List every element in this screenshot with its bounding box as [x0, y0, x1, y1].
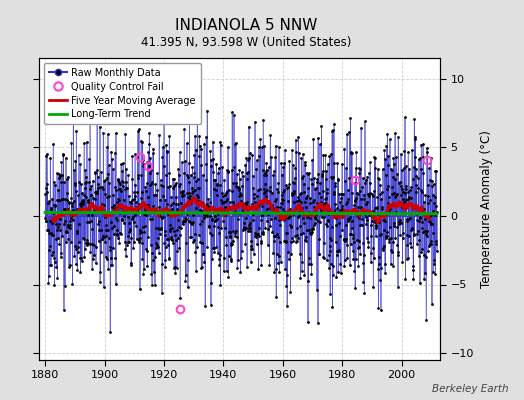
- Legend: Raw Monthly Data, Quality Control Fail, Five Year Moving Average, Long-Term Tren: Raw Monthly Data, Quality Control Fail, …: [44, 63, 201, 124]
- Text: 41.395 N, 93.598 W (United States): 41.395 N, 93.598 W (United States): [141, 36, 352, 49]
- Y-axis label: Temperature Anomaly (°C): Temperature Anomaly (°C): [479, 130, 493, 288]
- Text: INDIANOLA 5 NNW: INDIANOLA 5 NNW: [175, 18, 318, 33]
- Text: Berkeley Earth: Berkeley Earth: [432, 384, 508, 394]
